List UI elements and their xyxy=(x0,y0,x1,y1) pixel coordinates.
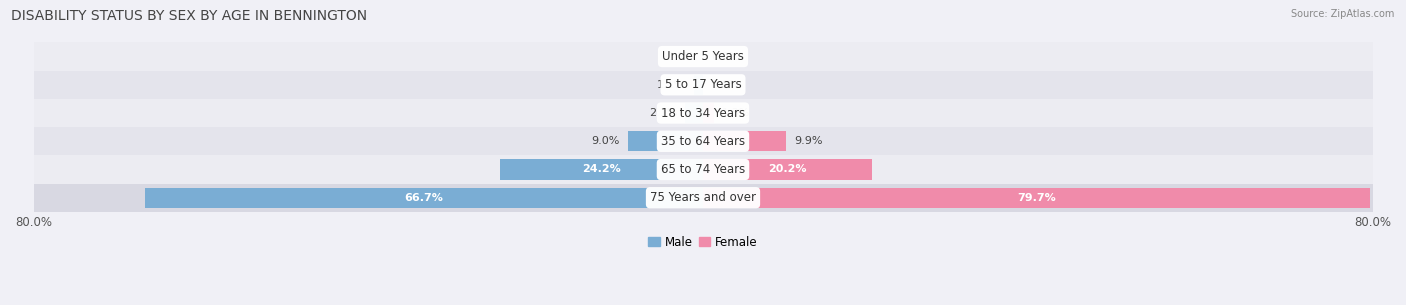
Bar xyxy=(703,188,1369,208)
Bar xyxy=(501,159,703,180)
Text: 0.0%: 0.0% xyxy=(711,80,740,90)
Text: 9.0%: 9.0% xyxy=(591,136,619,146)
Text: 9.9%: 9.9% xyxy=(794,136,823,146)
Bar xyxy=(34,127,1372,155)
Text: 35 to 64 Years: 35 to 64 Years xyxy=(661,135,745,148)
Bar xyxy=(34,99,1372,127)
Legend: Male, Female: Male, Female xyxy=(644,231,762,253)
Text: 0.0%: 0.0% xyxy=(711,52,740,62)
Text: 75 Years and over: 75 Years and over xyxy=(650,191,756,204)
Bar xyxy=(34,184,1372,212)
Bar xyxy=(34,42,1372,71)
Text: 79.7%: 79.7% xyxy=(1017,193,1056,203)
Text: 18 to 34 Years: 18 to 34 Years xyxy=(661,106,745,120)
Bar xyxy=(34,155,1372,184)
Text: 5 to 17 Years: 5 to 17 Years xyxy=(665,78,741,91)
Text: 20.2%: 20.2% xyxy=(768,164,807,174)
Bar xyxy=(693,75,703,95)
Text: DISABILITY STATUS BY SEX BY AGE IN BENNINGTON: DISABILITY STATUS BY SEX BY AGE IN BENNI… xyxy=(11,9,367,23)
Bar xyxy=(34,71,1372,99)
Bar xyxy=(686,103,703,123)
Text: Under 5 Years: Under 5 Years xyxy=(662,50,744,63)
Text: 1.3%: 1.3% xyxy=(723,108,751,118)
Text: 66.7%: 66.7% xyxy=(405,193,443,203)
Bar xyxy=(145,188,703,208)
Bar xyxy=(703,159,872,180)
Text: 0.0%: 0.0% xyxy=(666,52,695,62)
Bar xyxy=(627,131,703,151)
Text: 24.2%: 24.2% xyxy=(582,164,621,174)
Text: 2.1%: 2.1% xyxy=(648,108,678,118)
Bar xyxy=(703,131,786,151)
Text: 1.1%: 1.1% xyxy=(657,80,686,90)
Text: Source: ZipAtlas.com: Source: ZipAtlas.com xyxy=(1291,9,1395,19)
Bar xyxy=(703,103,714,123)
Text: 65 to 74 Years: 65 to 74 Years xyxy=(661,163,745,176)
